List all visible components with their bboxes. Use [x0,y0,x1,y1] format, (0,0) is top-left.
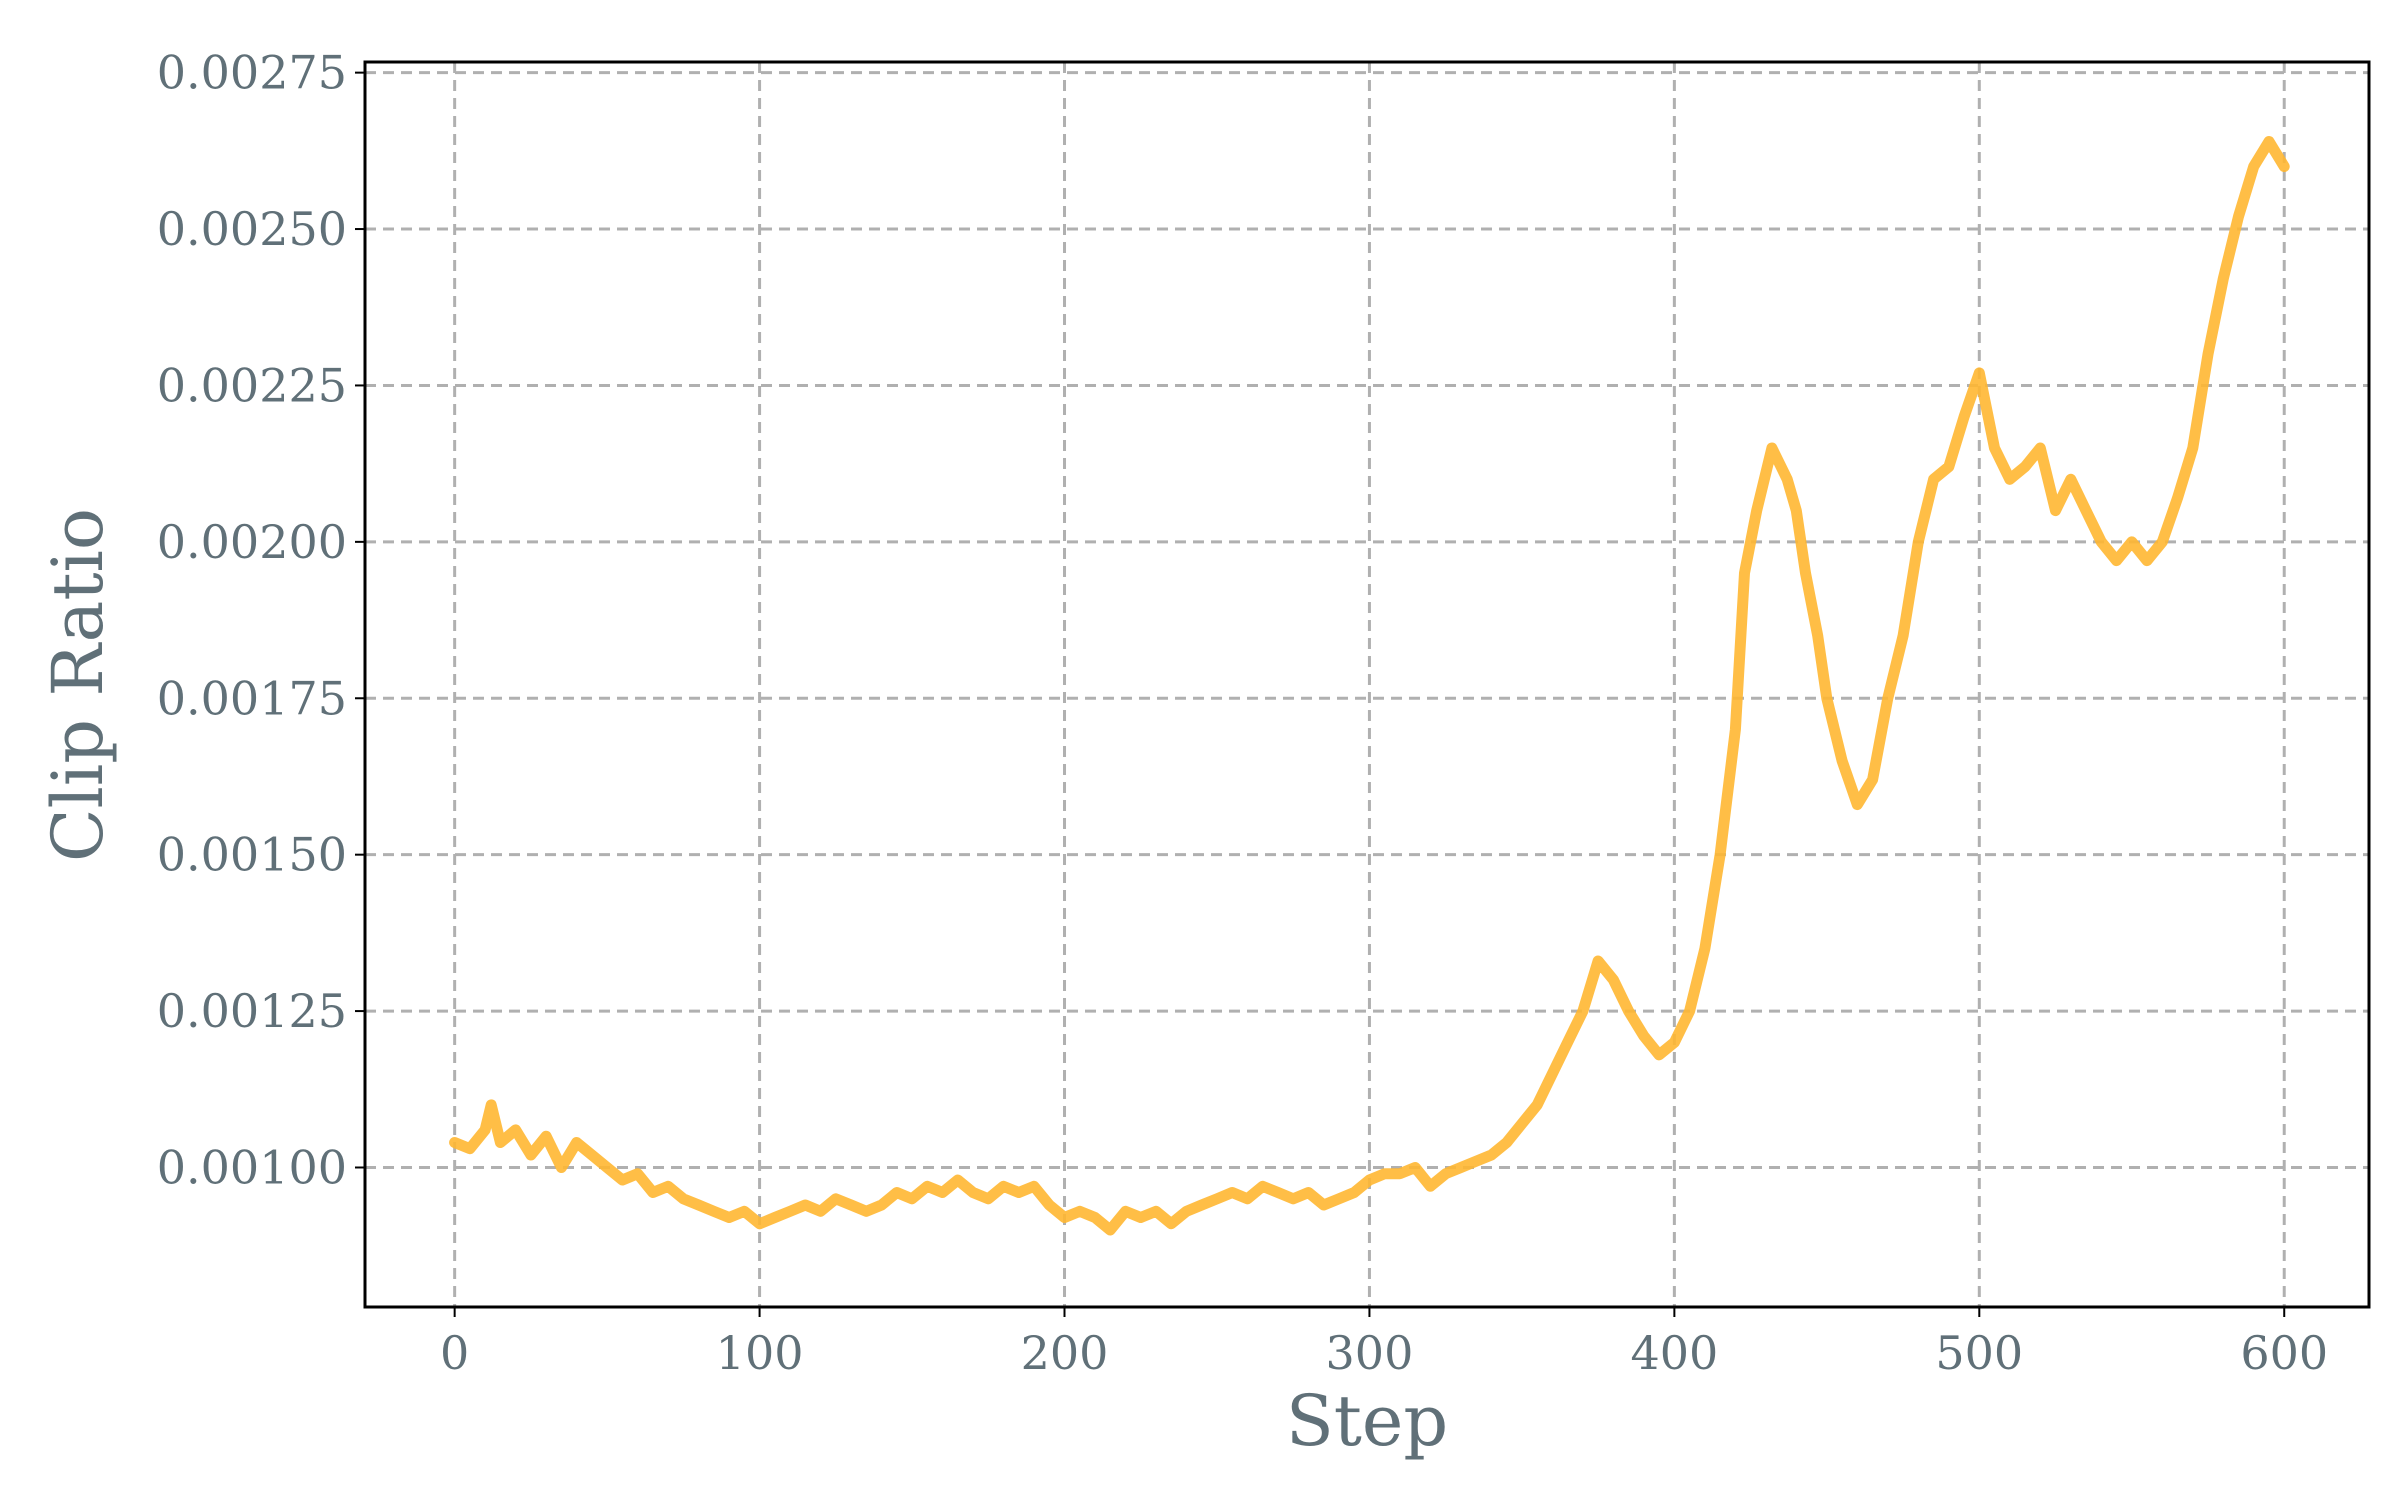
x-axis-label: Step [1286,1380,1448,1462]
plot-frame [363,60,2371,1309]
grid [365,62,2369,1307]
y-tick-label: 0.00225 [157,358,347,412]
x-tick-label: 500 [1935,1326,2023,1380]
y-tick-label: 0.00150 [157,828,347,882]
x-tick-label: 100 [716,1326,804,1380]
y-tick-label: 0.00100 [157,1140,347,1194]
x-tick-label: 600 [2240,1326,2328,1380]
x-tick-label: 300 [1326,1326,1414,1380]
y-tick-label: 0.00200 [157,515,347,569]
ticks: 0 100 200 300 400 500 600 0.00100 0.00125 0.00150… [157,46,2328,1380]
series-line [449,136,2290,1236]
y-tick-label: 0.00125 [157,984,347,1038]
x-tick-label: 200 [1021,1326,1109,1380]
x-tick-label: 400 [1630,1326,1718,1380]
y-tick-label: 0.00250 [157,202,347,256]
y-axis-label: Clip Ratio [37,508,119,862]
y-tick-label: 0.00175 [157,671,347,725]
x-tick-label: 0 [440,1326,469,1380]
y-tick-label: 0.00275 [157,46,347,100]
